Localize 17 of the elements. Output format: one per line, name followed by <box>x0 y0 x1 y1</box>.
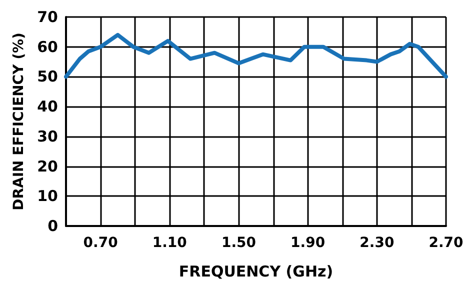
y-tick-label: 50 <box>37 68 58 86</box>
y-tick-label: 30 <box>37 127 58 146</box>
x-tick-label: 1.90 <box>290 235 326 251</box>
y-tick-label: 40 <box>37 98 58 116</box>
x-tick-label: 1.50 <box>221 235 256 251</box>
y-tick-label: 10 <box>37 187 58 206</box>
y-tick-label: 70 <box>37 8 58 26</box>
x-tick-label: 2.30 <box>360 235 394 251</box>
y-tick-label: 0 <box>48 217 58 235</box>
x-tick-label: 2.70 <box>428 235 464 251</box>
x-tick-label: 0.70 <box>83 235 118 251</box>
x-tick-label: 1.10 <box>152 235 188 251</box>
y-axis-title: DRAIN EFFICIENCY (%) <box>11 32 27 210</box>
line-series <box>64 32 448 79</box>
y-tick-label: 60 <box>37 38 58 56</box>
x-axis-title: FREQUENCY (GHz) <box>178 262 334 280</box>
y-tick-label: 20 <box>37 157 58 176</box>
